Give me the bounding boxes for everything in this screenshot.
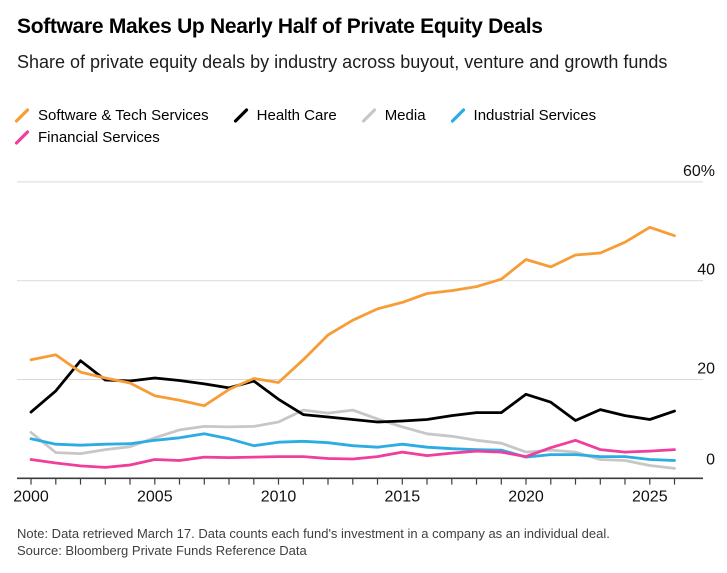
y-tick-label-20: 20 [697, 361, 715, 378]
chart-footer: Note: Data retrieved March 17. Data coun… [17, 525, 717, 559]
legend-label: Health Care [256, 107, 337, 124]
series-line-industrial-services [29, 432, 676, 462]
line-chart: 2000 2005 2010 2015 2020 2025 0 20 40 60% [13, 163, 715, 506]
series-line-financial-services [29, 438, 676, 469]
legend-item-media: Media [361, 107, 426, 124]
chart-legend: Software & Tech Services Health Care Media… [14, 107, 686, 146]
x-tick-label-2010: 2010 [261, 489, 297, 506]
y-tick-label-60: 60% [683, 163, 715, 180]
legend-slash-icon [233, 108, 248, 123]
source-text: Source: Bloomberg Private Funds Referenc… [17, 543, 307, 558]
note-text: Note: Data retrieved March 17. Data coun… [17, 526, 610, 541]
x-tick-label-2020: 2020 [508, 489, 544, 506]
legend-slash-icon [450, 108, 465, 123]
legend-item-industrial-services: Industrial Services [450, 107, 597, 124]
y-axis-labels: 0 20 40 60% [683, 163, 715, 468]
y-tick-label-40: 40 [697, 262, 715, 279]
legend-slash-icon [361, 108, 376, 123]
legend-label: Financial Services [38, 129, 160, 146]
legend-label: Software & Tech Services [38, 107, 209, 124]
legend-slash-icon [14, 130, 30, 145]
series-line-health-care [29, 359, 676, 424]
legend-item-health-care: Health Care [233, 107, 337, 124]
x-axis: 2000 2005 2010 2015 2020 2025 [13, 477, 703, 506]
x-tick-label-2005: 2005 [137, 489, 173, 506]
x-tick-label-2000: 2000 [13, 489, 49, 506]
y-gridlines [17, 181, 703, 380]
legend-label: Industrial Services [473, 107, 597, 124]
legend-item-financial-services: Financial Services [14, 129, 160, 146]
x-tick-label-2025: 2025 [632, 489, 668, 506]
legend-item-software-tech-services: Software & Tech Services [14, 107, 209, 124]
legend-slash-icon [14, 108, 30, 123]
chart-subtitle: Share of private equity deals by industr… [17, 52, 668, 72]
series-line-software-tech-services [29, 225, 676, 408]
chart-title: Software Makes Up Nearly Half of Private… [17, 15, 543, 38]
x-tick-label-2015: 2015 [385, 489, 421, 506]
legend-label: Media [384, 107, 426, 124]
y-tick-label-0: 0 [706, 451, 715, 468]
series-lines [29, 225, 676, 470]
